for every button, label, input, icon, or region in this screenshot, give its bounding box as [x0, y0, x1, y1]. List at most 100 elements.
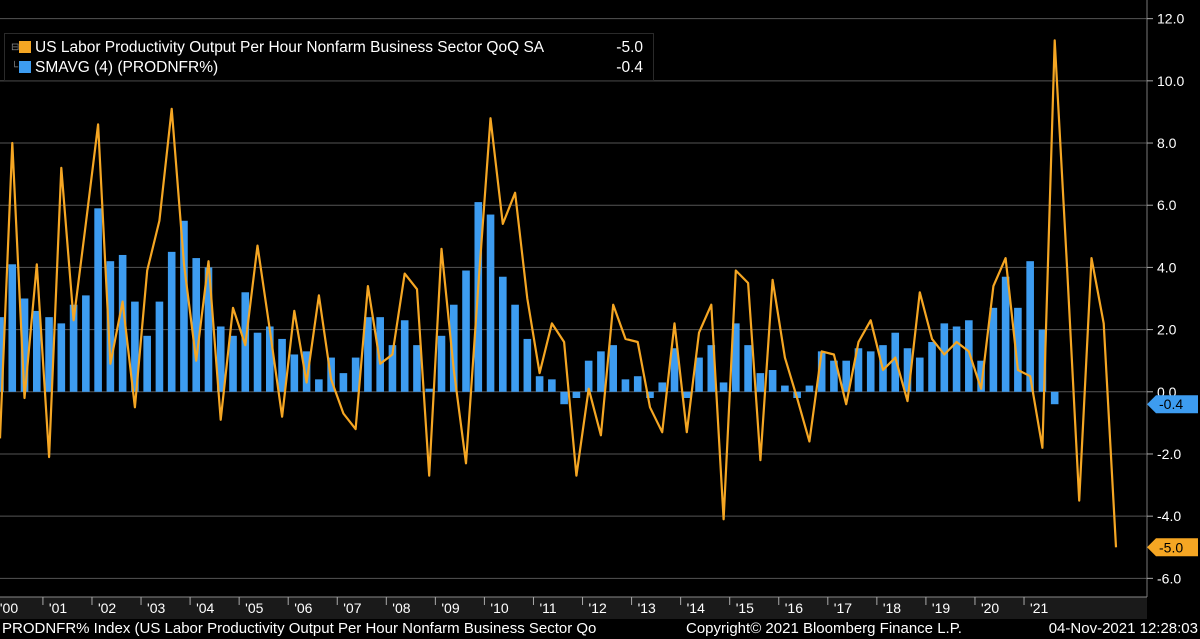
- bar: [1050, 391, 1059, 405]
- bar: [167, 251, 176, 392]
- bar: [266, 326, 274, 392]
- bar: [744, 345, 752, 392]
- bar: [584, 360, 593, 392]
- bar: [989, 307, 998, 392]
- x-tick-label: '07: [343, 600, 361, 616]
- bar: [192, 258, 201, 392]
- x-tick-label: '04: [196, 600, 214, 616]
- bar: [781, 385, 789, 392]
- bar: [155, 301, 164, 392]
- x-tick-label: '02: [98, 600, 116, 616]
- bar: [351, 357, 360, 392]
- bar: [499, 276, 507, 392]
- x-tick-label: '03: [147, 600, 165, 616]
- x-axis-band: [0, 597, 1147, 619]
- bar: [57, 323, 66, 392]
- bar: [106, 261, 115, 392]
- bar: [229, 335, 237, 392]
- x-tick-label: '11: [539, 600, 556, 616]
- bar: [511, 304, 519, 392]
- bar: [253, 332, 262, 392]
- y-tick-label: 4.0: [1157, 259, 1177, 275]
- bar: [82, 295, 90, 392]
- x-tick-label: '08: [392, 600, 410, 616]
- x-tick-label: '06: [294, 600, 312, 616]
- bar: [977, 360, 985, 392]
- x-tick-label: '05: [245, 600, 263, 616]
- tree-branch-icon: └: [11, 62, 19, 73]
- y-tick-label: -6.0: [1157, 570, 1181, 586]
- bar: [400, 320, 409, 392]
- y-axis: -6.0-4.0-2.00.02.04.06.08.010.012.0: [1146, 0, 1184, 597]
- y-tick-label: 2.0: [1157, 322, 1177, 338]
- bar: [560, 391, 568, 405]
- bar: [278, 338, 286, 392]
- bar: [854, 348, 863, 392]
- x-tick-label: '00: [0, 600, 18, 616]
- bar: [118, 254, 127, 392]
- legend-value-productivity: -5.0: [616, 39, 643, 56]
- legend-row-productivity[interactable]: ⊟ US Labor Productivity Output Per Hour N…: [11, 38, 643, 58]
- x-tick-label: '15: [736, 600, 754, 616]
- bar: [621, 379, 630, 392]
- bar: [732, 323, 740, 392]
- legend-label-smavg: SMAVG (4) (PRODNFR%): [35, 59, 219, 76]
- bar: [388, 345, 397, 392]
- bar: [486, 214, 495, 392]
- bar: [69, 304, 78, 392]
- bar: [523, 338, 532, 392]
- bar: [768, 370, 777, 392]
- bar: [216, 326, 225, 392]
- bar: [180, 220, 188, 392]
- bar: [339, 373, 348, 392]
- x-tick-label: '20: [981, 600, 999, 616]
- bar: [915, 357, 924, 392]
- bar: [952, 326, 961, 392]
- last-value-tags: -0.4 -5.0: [1147, 395, 1198, 557]
- bar: [756, 373, 765, 392]
- bar: [0, 317, 4, 392]
- bar: [805, 385, 814, 392]
- x-axis: '00 '01 '02 '03 '04 '05 '06 '07 '08 '09 '10 '11 '12 '…: [0, 596, 1147, 619]
- bar: [1001, 276, 1010, 392]
- x-tick-label: '18: [883, 600, 901, 616]
- collapse-icon[interactable]: ⊟: [11, 42, 20, 53]
- bar: [695, 357, 703, 392]
- bar: [609, 345, 617, 392]
- bar: [928, 342, 936, 392]
- x-tick-label: '17: [834, 600, 852, 616]
- x-tick-label: '01: [49, 600, 67, 616]
- x-tick-label: '19: [932, 600, 950, 616]
- bar: [572, 391, 581, 398]
- bar: [364, 317, 372, 392]
- bar: [670, 348, 679, 392]
- bar: [1038, 329, 1047, 392]
- bar: [425, 388, 434, 392]
- x-tick-label: '12: [589, 600, 607, 616]
- y-tick-label: -2.0: [1157, 446, 1181, 462]
- bar: [1014, 307, 1022, 392]
- bar: [707, 345, 716, 392]
- bar: [413, 345, 421, 392]
- bar: [633, 376, 642, 392]
- bar: [940, 323, 949, 392]
- footer-timestamp: 04-Nov-2021 12:28:03: [1048, 620, 1198, 637]
- legend-row-smavg[interactable]: └ SMAVG (4) (PRODNFR%) -0.4: [11, 58, 643, 78]
- footer-copyright: Copyright© 2021 Bloomberg Finance L.P.: [686, 620, 962, 637]
- legend-label-productivity: US Labor Productivity Output Per Hour No…: [35, 39, 545, 56]
- last-value-tag: [1147, 395, 1198, 414]
- x-tick-label: '14: [687, 600, 705, 616]
- x-tick-label: '10: [490, 600, 508, 616]
- last-value-tag: [1147, 538, 1198, 557]
- productivity-line-layer: [0, 39, 1118, 548]
- bar: [842, 360, 850, 392]
- x-tick-label: '21: [1030, 600, 1048, 616]
- y-tick-label: 8.0: [1157, 135, 1177, 151]
- bar: [20, 298, 29, 392]
- bar: [462, 270, 470, 392]
- chart-legend: ⊟ US Labor Productivity Output Per Hour N…: [4, 33, 654, 81]
- bar: [866, 351, 875, 392]
- footer-bar: PRODNFR% Index (US Labor Productivity Ou…: [0, 619, 1200, 639]
- legend-swatch-productivity: [19, 41, 31, 53]
